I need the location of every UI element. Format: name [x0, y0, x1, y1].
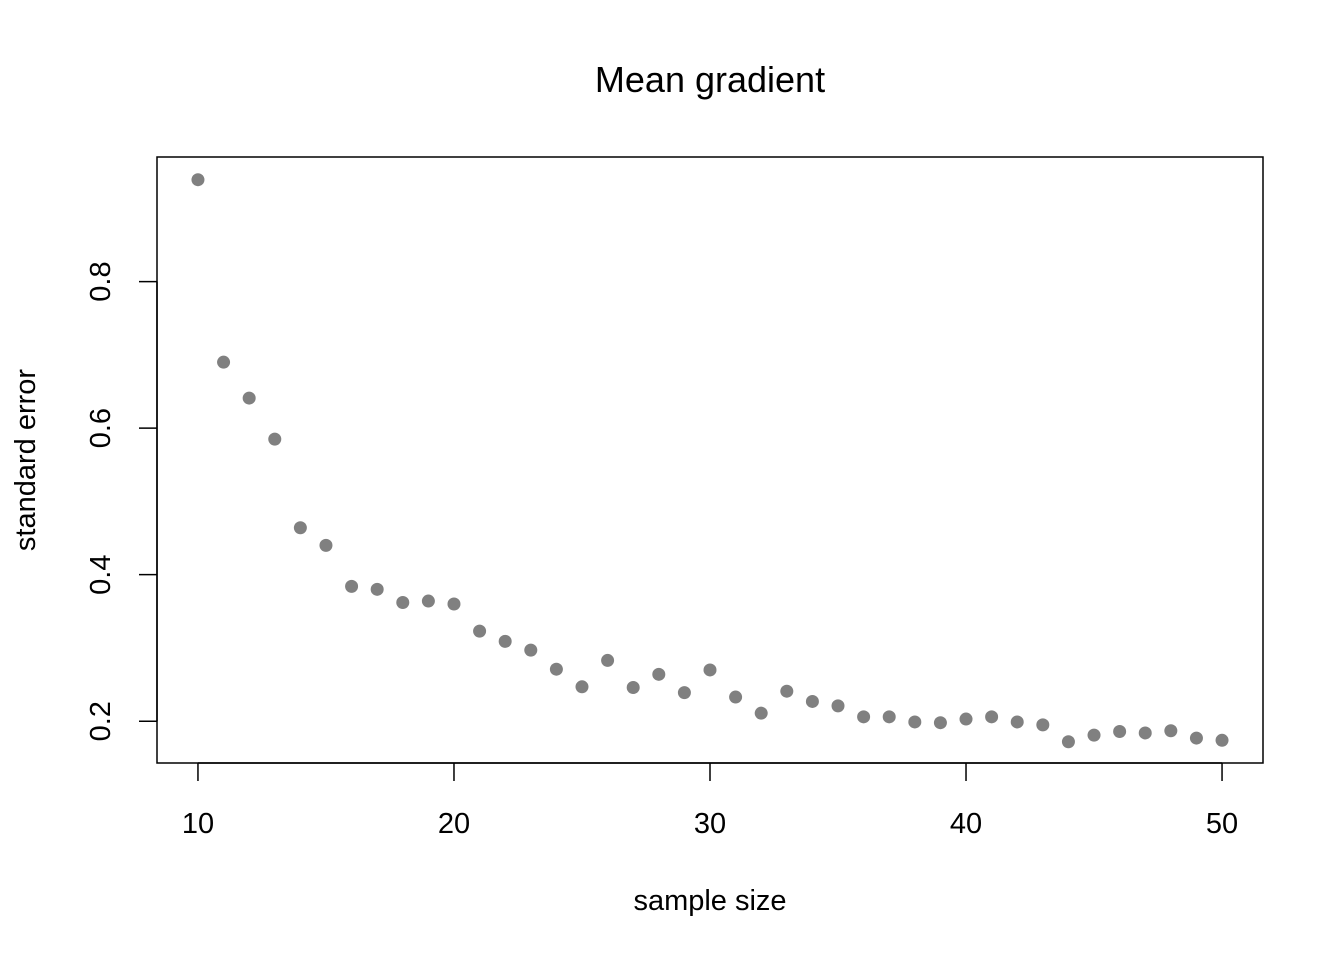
data-point [1164, 724, 1178, 738]
data-point [1036, 718, 1050, 732]
data-point [217, 355, 231, 369]
data-point [268, 432, 282, 446]
data-point [805, 694, 819, 708]
data-point [1113, 724, 1127, 738]
x-tick-label: 20 [438, 808, 470, 840]
x-tick-label: 40 [950, 808, 982, 840]
data-point [1215, 733, 1229, 747]
data-point [882, 710, 896, 724]
data-point [754, 706, 768, 720]
chart-title: Mean gradient [595, 59, 825, 100]
data-point [1010, 715, 1024, 729]
data-point [1138, 726, 1152, 740]
x-tick-label: 30 [694, 808, 726, 840]
data-point [1087, 728, 1101, 742]
y-tick-label: 0.4 [85, 555, 117, 595]
data-point [242, 391, 256, 405]
data-point [959, 712, 973, 726]
data-point [473, 624, 487, 638]
data-point [575, 680, 589, 694]
y-tick-label: 0.6 [85, 408, 117, 448]
data-point [703, 663, 717, 677]
x-axis-title: sample size [633, 885, 786, 917]
data-point [396, 596, 410, 610]
y-tick-label: 0.8 [85, 261, 117, 301]
data-point [1189, 731, 1203, 745]
data-point [857, 710, 871, 724]
data-point [780, 684, 794, 698]
data-point [831, 699, 845, 713]
x-tick-label: 50 [1206, 808, 1238, 840]
data-point [601, 653, 615, 667]
data-points [191, 173, 1229, 749]
data-point [549, 662, 563, 676]
y-axis-title: standard error [10, 369, 42, 551]
data-point [985, 710, 999, 724]
y-tick-label: 0.2 [85, 701, 117, 741]
data-point [447, 597, 461, 611]
data-point [908, 715, 922, 729]
data-point [933, 716, 947, 730]
data-point [498, 634, 512, 648]
data-point [677, 686, 691, 700]
data-point [524, 643, 538, 657]
data-point [729, 690, 743, 704]
data-point [293, 521, 307, 535]
data-point [421, 594, 435, 608]
data-point [1061, 735, 1075, 749]
data-point [370, 582, 384, 596]
data-point [319, 538, 333, 552]
data-point [191, 173, 205, 187]
y-axis: 0.2 0.4 0.6 0.8 [85, 261, 158, 741]
data-point [626, 681, 640, 695]
data-point [652, 667, 666, 681]
x-axis: 10 20 30 40 50 [182, 762, 1238, 840]
x-tick-label: 10 [182, 808, 214, 840]
data-point [345, 579, 359, 593]
